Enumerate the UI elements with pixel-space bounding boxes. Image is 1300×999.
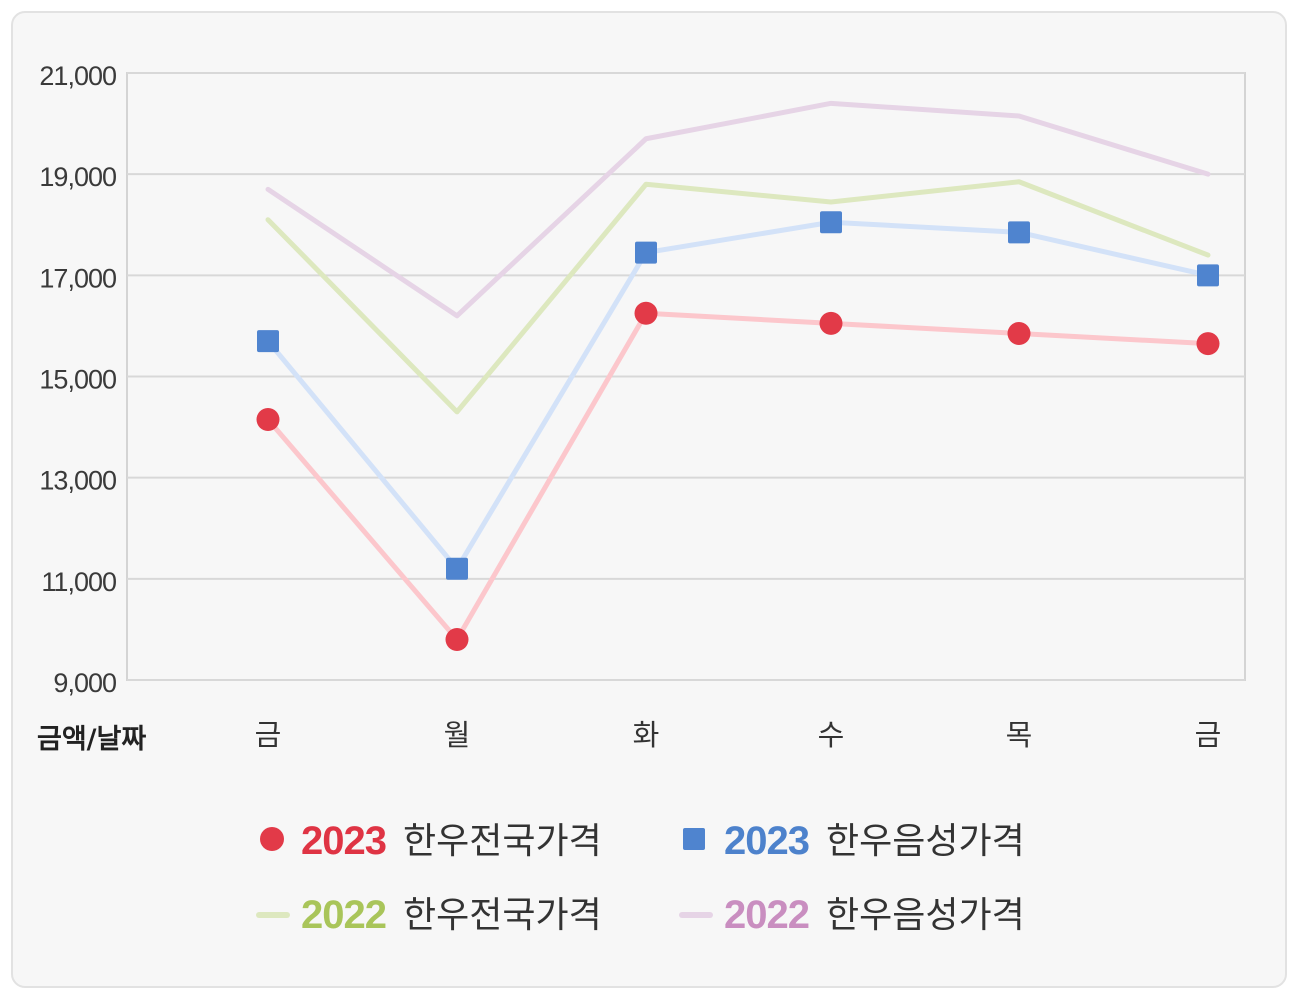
x-tick-label: 수 — [818, 718, 845, 752]
data-point — [256, 407, 280, 431]
legend-item: 2022 한우음성가격 — [679, 893, 1025, 937]
data-point — [257, 330, 279, 353]
legend-item: 2023 한우음성가격 — [683, 819, 1025, 863]
y-tick-label: 21,000 — [39, 61, 116, 91]
data-point — [634, 301, 658, 325]
legend-year: 2022 — [724, 893, 809, 937]
series-2022-한우음성가격 — [265, 100, 1211, 319]
legend-year: 2022 — [301, 893, 386, 937]
line-chart: 9,000 11,000 13,000 15,000 17,000 19,000 21,00… — [37, 61, 1246, 937]
series-2022-한우전국가격 — [265, 179, 1211, 415]
grid — [126, 72, 1246, 681]
data-point — [445, 628, 469, 652]
data-point — [1007, 322, 1031, 346]
series-line — [265, 179, 1211, 415]
y-tick-label: 9,000 — [53, 668, 116, 698]
legend-item: 2023 한우전국가격 — [260, 819, 602, 863]
y-tick-label: 15,000 — [39, 365, 116, 395]
legend-year: 2023 — [724, 819, 809, 863]
data-point — [1008, 221, 1030, 244]
legend-marker — [683, 828, 705, 850]
y-axis-ticks: 9,000 11,000 13,000 15,000 17,000 19,000 21,00… — [39, 61, 117, 698]
data-point — [1197, 264, 1219, 287]
y-tick-label: 19,000 — [39, 162, 116, 192]
legend-label: 한우전국가격 — [403, 895, 602, 936]
y-tick-label: 11,000 — [41, 567, 116, 597]
x-tick-label: 화 — [633, 718, 660, 752]
series-2023-한우음성가격 — [257, 211, 1219, 580]
x-tick-label: 월 — [444, 718, 471, 752]
legend-label: 한우전국가격 — [403, 821, 602, 862]
legend-marker — [260, 827, 284, 851]
y-tick-label: 17,000 — [39, 263, 116, 293]
x-tick-label: 금 — [1195, 718, 1222, 752]
data-point — [446, 557, 468, 580]
legend-label: 한우음성가격 — [826, 895, 1025, 936]
legend: 2023 한우전국가격 2023 한우음성가격 2022 한우전국가격 2022 한우음성가격 — [256, 819, 1025, 937]
y-tick-label: 13,000 — [39, 466, 116, 496]
series-layer — [256, 100, 1220, 652]
legend-label: 한우음성가격 — [826, 821, 1025, 862]
x-tick-label: 목 — [1006, 718, 1033, 752]
legend-year: 2023 — [301, 819, 386, 863]
series-line — [265, 219, 1211, 572]
series-line — [265, 100, 1211, 319]
series-line — [265, 310, 1211, 643]
data-point — [819, 311, 843, 335]
data-point — [635, 241, 657, 264]
data-point — [820, 211, 842, 234]
x-tick-label: 금 — [255, 718, 282, 752]
x-axis-title: 금액/날짜 — [37, 724, 146, 755]
series-2023-한우전국가격 — [256, 301, 1220, 652]
data-point — [1196, 332, 1220, 356]
legend-item: 2022 한우전국가격 — [256, 893, 602, 937]
chart-card: 9,000 11,000 13,000 15,000 17,000 19,000 21,00… — [11, 11, 1287, 988]
